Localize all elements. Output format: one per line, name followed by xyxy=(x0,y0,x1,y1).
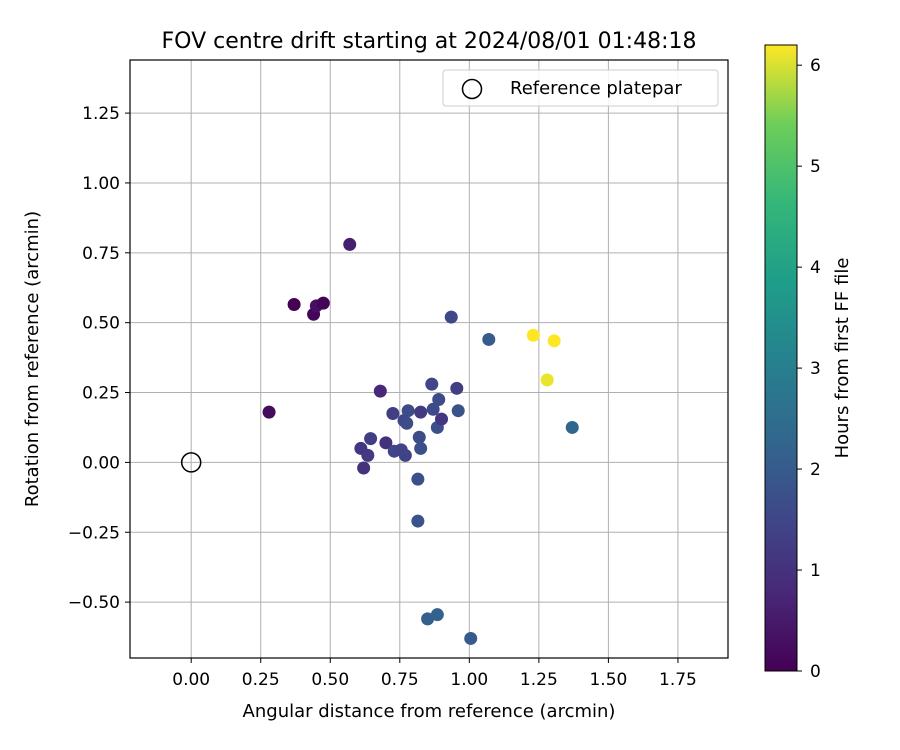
data-point xyxy=(412,430,426,444)
data-point xyxy=(379,436,393,450)
data-point xyxy=(411,514,425,528)
data-point xyxy=(411,472,425,486)
legend-label: Reference platepar xyxy=(510,78,682,99)
colorbar-tick-label: 5 xyxy=(810,157,821,177)
data-point xyxy=(526,328,540,342)
legend: Reference platepar xyxy=(442,69,719,107)
data-point xyxy=(426,402,440,416)
colorbar-tick-label: 3 xyxy=(810,359,821,379)
colorbar: 0 1 2 3 4 5 6 Hours from first FF file xyxy=(764,44,853,682)
data-point xyxy=(432,393,446,407)
data-point xyxy=(435,412,449,426)
colorbar-label: Hours from first FF file xyxy=(832,258,853,459)
scatter-points xyxy=(180,237,579,645)
data-point xyxy=(425,377,439,391)
data-point xyxy=(316,296,330,310)
x-tick-label: 1.00 xyxy=(450,670,488,690)
x-axis-label: Angular distance from reference (arcmin) xyxy=(243,701,616,722)
x-tick-label: 1.50 xyxy=(589,670,627,690)
y-tick-label: −0.25 xyxy=(68,523,120,543)
y-axis-ticks: −0.50 −0.25 0.00 0.25 0.50 0.75 1.00 1.25 xyxy=(68,104,130,613)
colorbar-tick-label: 4 xyxy=(810,258,821,278)
y-tick-label: 0.00 xyxy=(82,453,120,473)
data-point xyxy=(547,334,561,348)
data-point xyxy=(373,384,387,398)
data-point xyxy=(451,404,465,418)
data-point xyxy=(361,448,375,462)
data-point xyxy=(430,608,444,622)
colorbar-gradient xyxy=(764,44,798,672)
y-tick-label: −0.50 xyxy=(68,593,120,613)
data-point xyxy=(287,298,301,312)
x-tick-label: 1.25 xyxy=(520,670,558,690)
legend-box xyxy=(442,69,719,107)
y-tick-label: 1.00 xyxy=(82,174,120,194)
x-tick-label: 0.00 xyxy=(172,670,210,690)
data-point xyxy=(444,310,458,324)
data-point xyxy=(401,404,415,418)
data-point xyxy=(398,448,412,462)
data-point xyxy=(400,416,414,430)
colorbar-tick-label: 6 xyxy=(810,56,821,76)
data-point xyxy=(565,420,579,434)
data-point xyxy=(540,373,554,387)
legend-marker-circle xyxy=(461,78,483,100)
data-point xyxy=(421,612,435,626)
colorbar-ticks: 0 1 2 3 4 5 6 xyxy=(797,56,821,682)
data-point xyxy=(482,332,496,346)
data-point xyxy=(262,405,276,419)
data-point xyxy=(343,237,357,251)
data-point xyxy=(450,381,464,395)
data-point xyxy=(464,631,478,645)
colorbar-tick-label: 1 xyxy=(810,561,821,581)
y-tick-label: 0.25 xyxy=(82,384,120,404)
data-point xyxy=(364,432,378,446)
data-point xyxy=(357,461,371,475)
y-tick-label: 1.25 xyxy=(82,104,120,124)
x-tick-label: 0.25 xyxy=(242,670,280,690)
y-tick-label: 0.75 xyxy=(82,244,120,264)
plot-frame xyxy=(129,59,729,659)
data-point xyxy=(386,406,400,420)
y-axis-label: Rotation from reference (arcmin) xyxy=(22,211,43,507)
chart-title: FOV centre drift starting at 2024/08/01 … xyxy=(162,29,697,54)
y-tick-label: 0.50 xyxy=(82,314,120,334)
colorbar-tick-label: 0 xyxy=(810,662,821,682)
data-point xyxy=(414,441,428,455)
grid xyxy=(130,60,728,658)
colorbar-tick-label: 2 xyxy=(810,460,821,480)
x-tick-label: 0.75 xyxy=(381,670,419,690)
x-tick-label: 1.75 xyxy=(659,670,697,690)
reference-marker xyxy=(180,452,202,473)
data-point xyxy=(414,405,428,419)
x-tick-label: 0.50 xyxy=(311,670,349,690)
x-axis-ticks: 0.00 0.25 0.50 0.75 1.00 1.25 1.50 1.75 xyxy=(172,658,697,690)
